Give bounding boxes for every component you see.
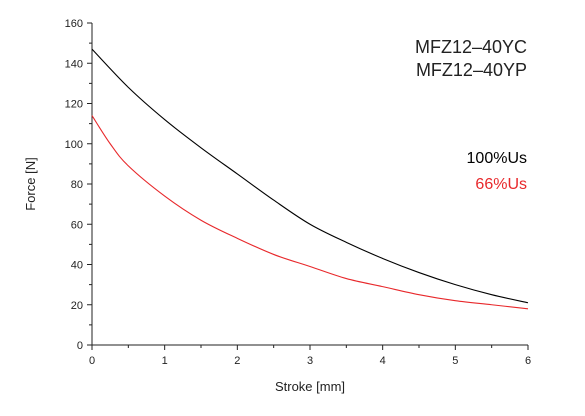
- model-label-2: MFZ12–40YP: [416, 60, 527, 80]
- y-tick-label: 160: [65, 18, 83, 30]
- x-tick-label: 5: [452, 355, 458, 367]
- y-tick-label: 140: [65, 58, 83, 70]
- series-line-100-us: [91, 48, 529, 304]
- legend-100-label: 100%Us: [467, 150, 527, 167]
- x-tick-label: 1: [162, 355, 168, 367]
- series-group: [91, 48, 529, 310]
- legend-66-label: 66%Us: [475, 176, 527, 193]
- x-axis-title: Stroke [mm]: [275, 379, 345, 394]
- x-tick-label: 0: [89, 355, 95, 367]
- y-tick-label: 0: [77, 340, 83, 352]
- y-tick-label: 40: [71, 260, 83, 272]
- x-tick-label: 6: [525, 355, 531, 367]
- y-tick-label: 100: [65, 139, 83, 151]
- x-tick-label: 2: [234, 355, 240, 367]
- y-tick-label: 120: [65, 99, 83, 111]
- y-tick-label: 20: [71, 300, 83, 312]
- series-line-66-us: [91, 115, 529, 310]
- x-tick-label: 4: [380, 355, 386, 367]
- model-label-1: MFZ12–40YC: [415, 37, 527, 57]
- x-tick-label: 3: [307, 355, 313, 367]
- ticks: 0 20 40 60 80 100 120 140 160 0 1 2 3 4 5 6: [65, 18, 531, 367]
- y-tick-label: 80: [71, 179, 83, 191]
- y-tick-label: 60: [71, 219, 83, 231]
- y-axis-title: Force [N]: [23, 157, 38, 210]
